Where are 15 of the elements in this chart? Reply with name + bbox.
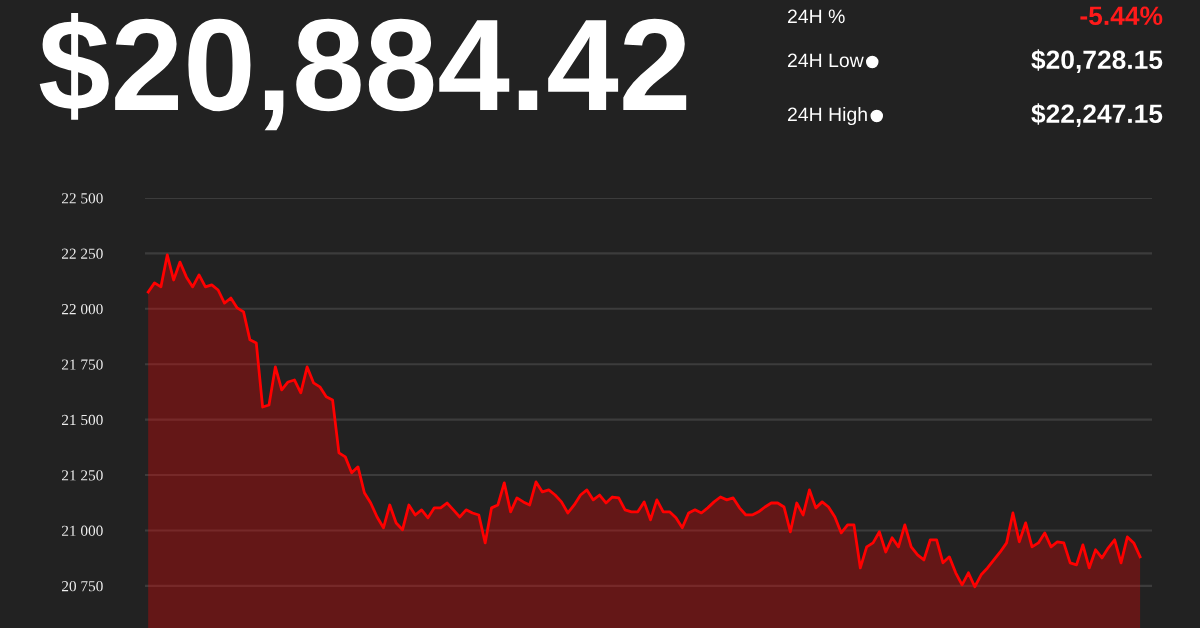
y-tick-label: 21 750 xyxy=(61,359,103,370)
y-tick-label: 22 000 xyxy=(61,303,103,315)
text: $22,247.15 xyxy=(1031,103,1163,127)
y-tick-label: 22 250 xyxy=(61,248,103,259)
y-tick-label: 21 000 xyxy=(61,525,103,536)
text: 24H Low xyxy=(787,53,864,68)
text: 24H High xyxy=(787,106,867,126)
text: 24H % xyxy=(787,9,845,24)
chart-title: $20,884.42 xyxy=(39,13,687,131)
y-tick-label: 22 500 xyxy=(61,193,103,204)
text: $20,728.15 xyxy=(1031,49,1163,73)
y-tick-label: 21 500 xyxy=(61,414,103,426)
text: -5.44% xyxy=(1080,6,1163,26)
y-tick-label: 21 250 xyxy=(61,470,103,481)
y-tick-label: 20 750 xyxy=(61,581,103,592)
